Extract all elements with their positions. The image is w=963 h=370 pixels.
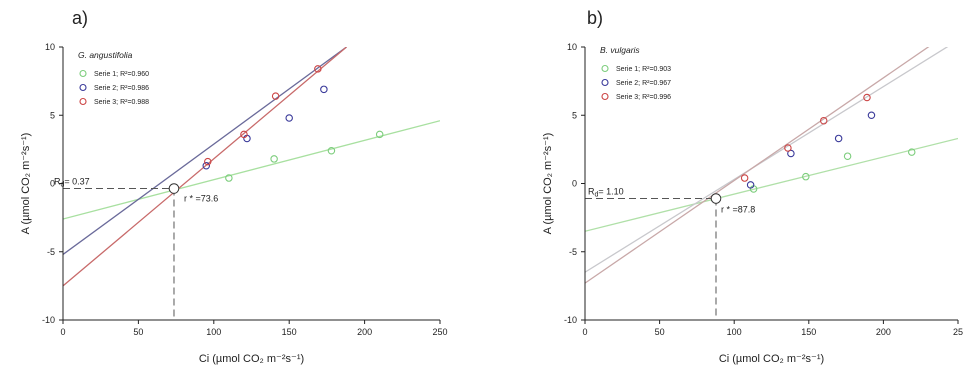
y-axis-label: A (µmol CO₂ m⁻²s⁻¹) (542, 133, 554, 235)
legend-marker-series-3 (79, 97, 87, 106)
rd-value: = 0.37 (64, 177, 89, 187)
data-point-series-1 (375, 130, 384, 139)
x-tick-label: 0 (60, 327, 65, 337)
data-point-series-2 (202, 162, 211, 170)
y-tick-label: 0 (572, 179, 577, 189)
fit-lines (63, 47, 440, 287)
data-point-series-1 (802, 172, 810, 181)
y-tick-label: -10 (42, 315, 55, 325)
data-point-series-1 (907, 148, 916, 156)
legend-marker-series-1 (79, 69, 87, 78)
fit-line-series-3 (63, 47, 347, 287)
compensation-point-marker (710, 193, 722, 204)
chart-a-svg: 0 50 100 150 200 250 -10 -5 0 5 10 Ci (µmol CO₂ m⁻²… (20, 42, 448, 365)
rd-subscript: d (60, 182, 64, 189)
rd-symbol: R (54, 177, 61, 187)
x-tick-label: 25 (953, 327, 963, 337)
x-tick-label: 100 (727, 327, 742, 337)
rd-symbol: R (588, 187, 595, 197)
y-tick-label: 5 (50, 110, 55, 120)
legend-label-series-2: Serie 2; R²=0.986 (94, 85, 149, 92)
rd-value: = 1.10 (598, 187, 623, 197)
rd-annotation: Rd= 0.37 (54, 177, 90, 189)
data-point-series-3 (819, 116, 828, 125)
rd-subscript: d (594, 192, 598, 199)
data-point-series-2 (320, 85, 328, 94)
data-point-series-3 (240, 130, 248, 139)
y-tick-label: 0 (50, 179, 55, 189)
data-point-series-2 (834, 134, 843, 143)
compensation-point-marker (168, 183, 180, 194)
legend-marker-series-2 (601, 78, 609, 87)
x-tick-label: 50 (655, 327, 665, 337)
data-point-series-3 (740, 174, 749, 182)
x-tick-label: 250 (432, 327, 447, 337)
fit-line-series-1 (63, 120, 440, 220)
legend-label-series-1: Serie 1; R²=0.903 (616, 66, 671, 73)
data-point-series-2 (867, 111, 876, 120)
x-axis-label: Ci (µmol CO₂ m⁻²s⁻¹) (199, 353, 304, 365)
legend-label-series-3: Serie 3; R²=0.988 (94, 99, 149, 106)
data-point-series-3 (204, 157, 212, 166)
data-point-series-3 (314, 65, 322, 73)
chart-b-svg: 0 50 100 150 200 25 -10 -5 0 5 10 Ci (µmol CO₂ m⁻²s… (542, 42, 963, 365)
fit-line-series-3 (585, 47, 930, 284)
x-tick-label: 100 (206, 327, 221, 337)
x-tick-label: 150 (282, 327, 297, 337)
data-point-series-1 (225, 174, 233, 182)
y-tick-label: -10 (564, 315, 577, 325)
data-point-series-3 (271, 92, 280, 100)
species-label: G. angustifolia (78, 50, 133, 60)
legend-marker-series-3 (601, 92, 609, 101)
x-tick-label: 200 (876, 327, 891, 337)
gamma-annotation: r * =73.6 (184, 194, 218, 204)
data-point-series-1 (270, 155, 278, 163)
rd-annotation: Rd= 1.10 (588, 187, 624, 199)
y-tick-label: 10 (567, 42, 577, 52)
fit-line-series-2 (63, 47, 347, 256)
y-tick-label: -5 (47, 247, 55, 257)
data-point-series-1 (843, 152, 852, 160)
species-label: B. vulgaris (600, 45, 640, 55)
x-axis-label: Ci (µmol CO₂ m⁻²s⁻¹) (719, 353, 824, 365)
y-tick-label: -5 (569, 247, 577, 257)
y-tick-label: 5 (572, 110, 577, 120)
panel-label: b) (587, 8, 604, 28)
panel-label: a) (72, 8, 89, 28)
gamma-annotation: r * =87.8 (721, 205, 755, 215)
data-point-series-3 (784, 144, 792, 152)
legend-marker-series-1 (601, 64, 609, 73)
legend-label-series-1: Serie 1; R²=0.960 (94, 71, 149, 78)
legend-marker-series-2 (79, 83, 87, 92)
chart-panel-b: b) 0 50 100 150 200 25 -10 -5 0 5 10 Ci (µmol CO₂ m… (481, 0, 963, 370)
fit-line-series-1 (585, 137, 958, 232)
y-tick-label: 10 (45, 42, 55, 52)
x-tick-label: 150 (801, 327, 816, 337)
legend-label-series-2: Serie 2; R²=0.967 (616, 80, 671, 87)
fit-line-series-2 (585, 47, 949, 273)
y-axis-label: A (µmol CO₂ m⁻²s⁻¹) (20, 133, 32, 235)
data-point-series-3 (863, 93, 871, 102)
data-point-series-1 (327, 146, 336, 155)
data-point-series-2 (746, 181, 755, 189)
chart-panel-a: a) 0 50 100 150 200 250 -10 -5 0 5 10 Ci (µmol CO₂ … (0, 0, 481, 370)
x-tick-label: 50 (133, 327, 143, 337)
data-point-series-2 (285, 114, 293, 122)
x-tick-label: 200 (357, 327, 372, 337)
fit-lines (585, 47, 958, 284)
x-tick-label: 0 (582, 327, 587, 337)
legend-label-series-3: Serie 3; R²=0.996 (616, 94, 671, 101)
